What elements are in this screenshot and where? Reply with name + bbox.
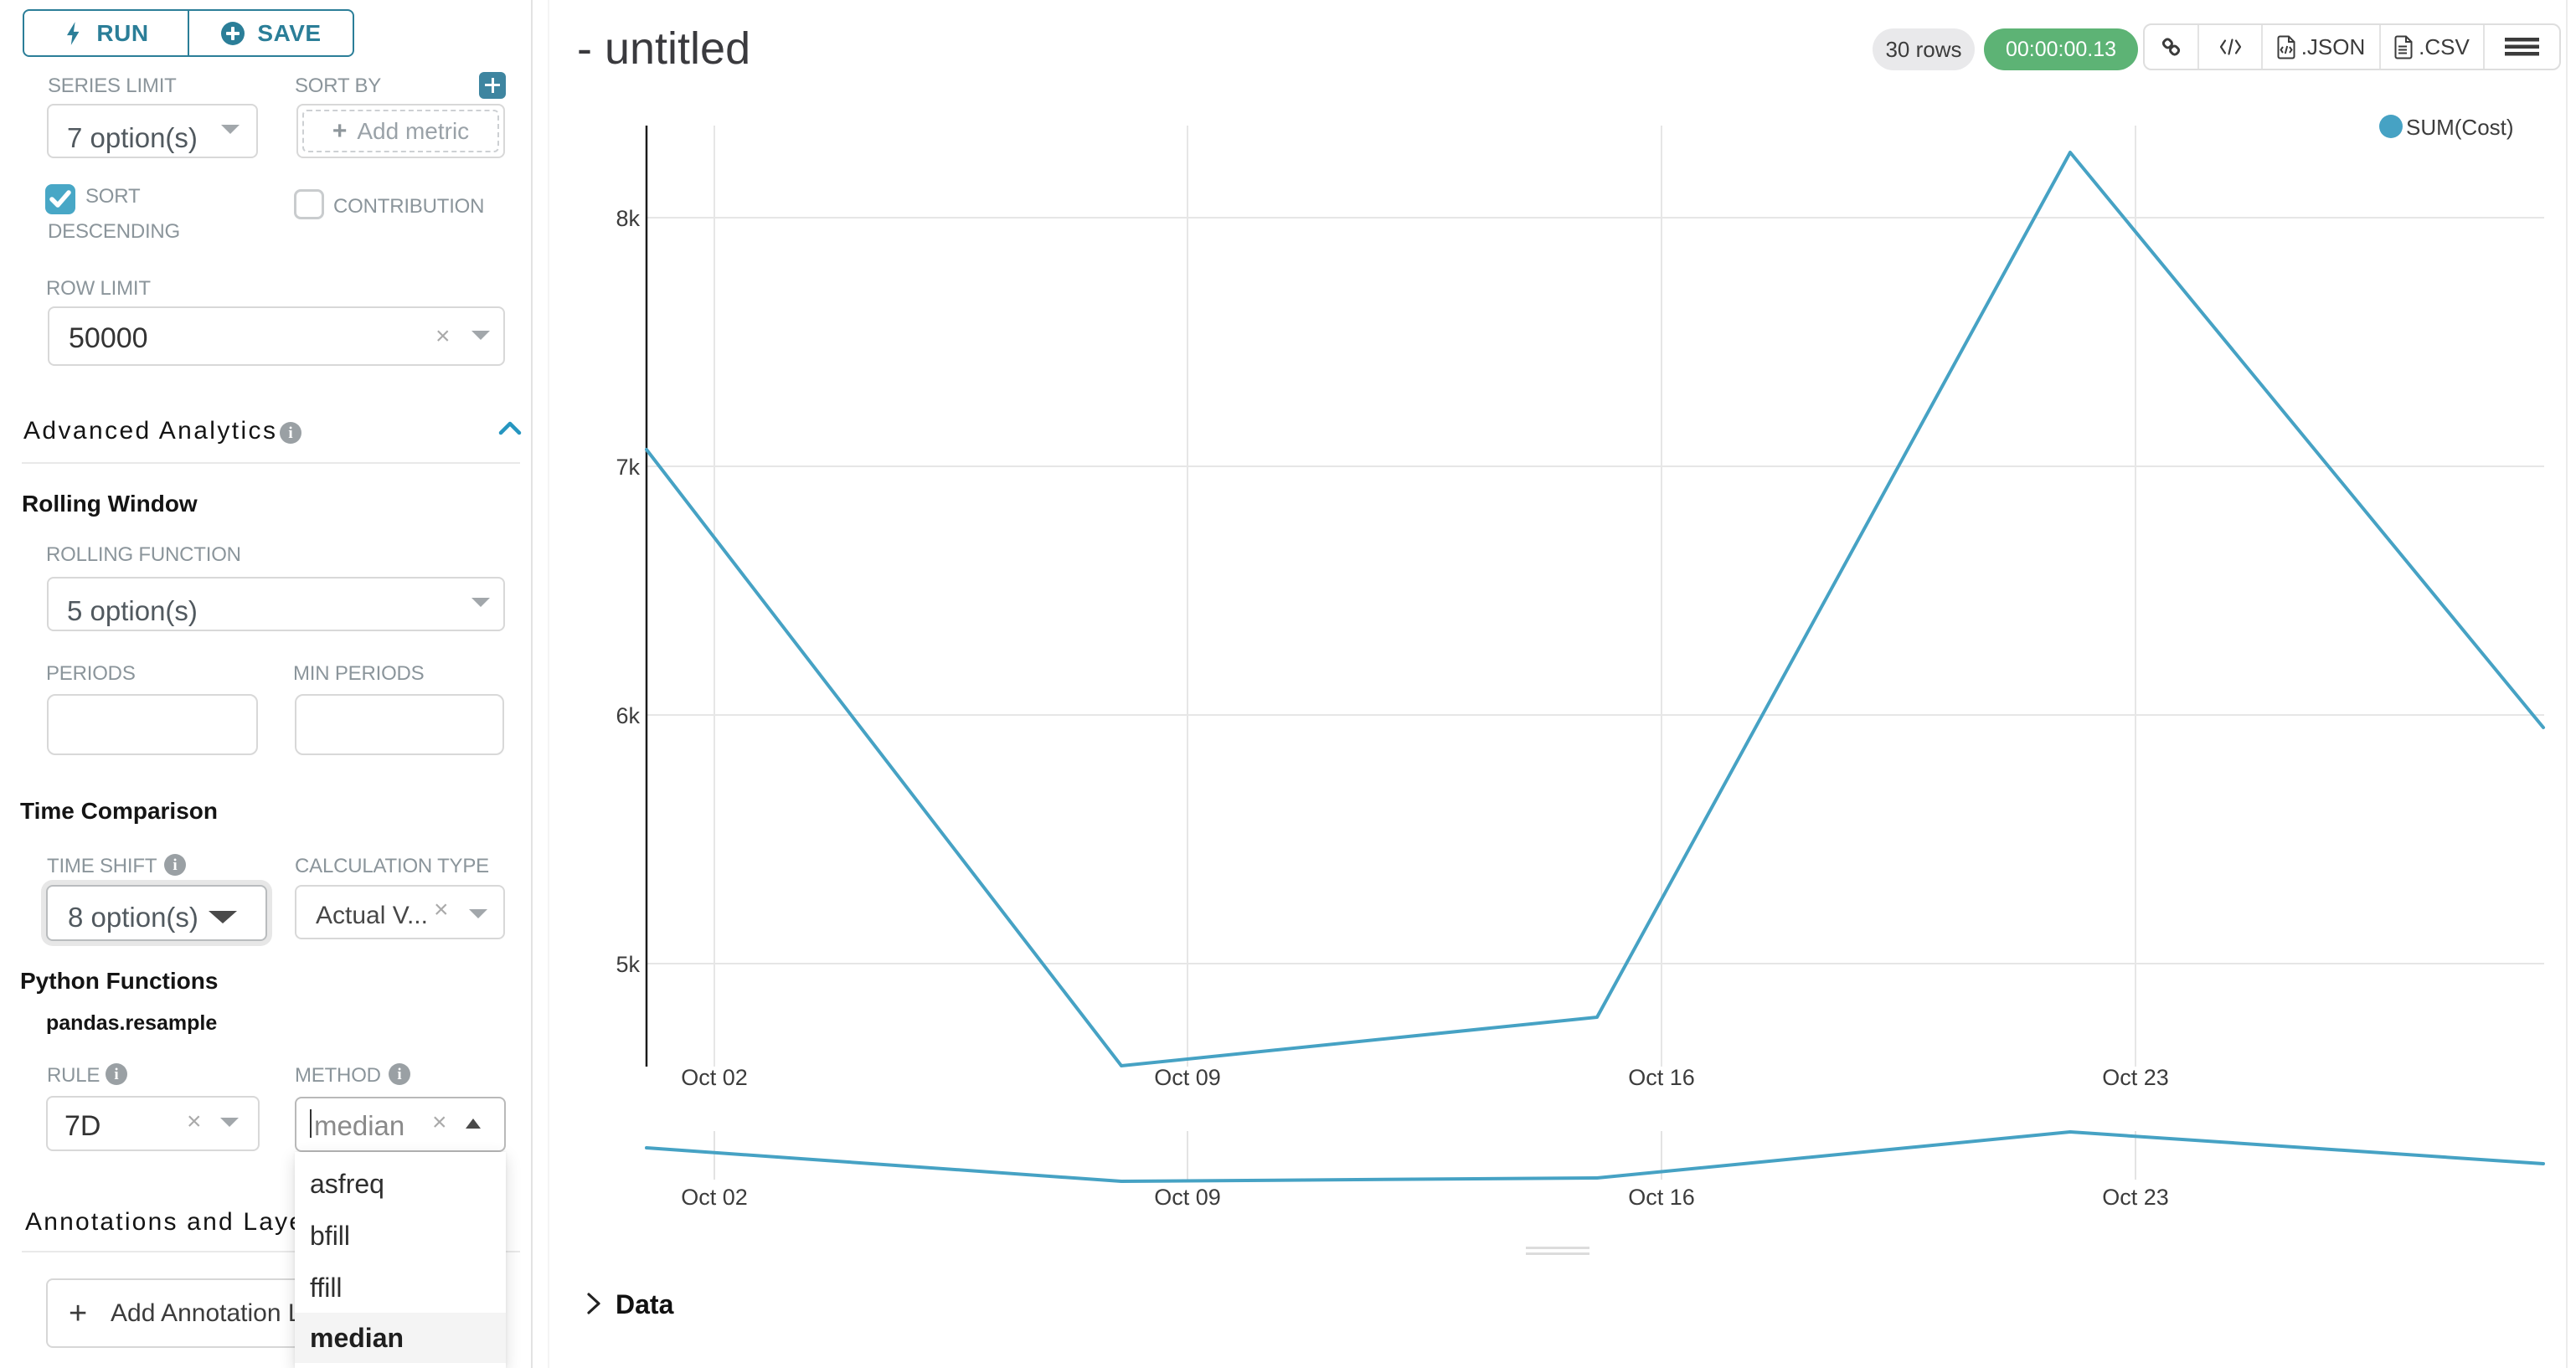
svg-text:6k: 6k <box>616 703 640 728</box>
svg-text:Oct 09: Oct 09 <box>1154 1065 1221 1090</box>
svg-text:Oct 23: Oct 23 <box>2102 1065 2169 1090</box>
svg-text:Oct 02: Oct 02 <box>681 1185 748 1210</box>
svg-text:7k: 7k <box>616 455 640 480</box>
svg-text:SUM(Cost): SUM(Cost) <box>2406 115 2514 140</box>
svg-text:Oct 16: Oct 16 <box>1628 1185 1695 1210</box>
svg-text:Oct 23: Oct 23 <box>2102 1185 2169 1210</box>
svg-text:5k: 5k <box>616 952 640 977</box>
svg-text:Oct 16: Oct 16 <box>1628 1065 1695 1090</box>
svg-text:Oct 09: Oct 09 <box>1154 1185 1221 1210</box>
svg-text:8k: 8k <box>616 206 640 231</box>
svg-text:Oct 02: Oct 02 <box>681 1065 748 1090</box>
